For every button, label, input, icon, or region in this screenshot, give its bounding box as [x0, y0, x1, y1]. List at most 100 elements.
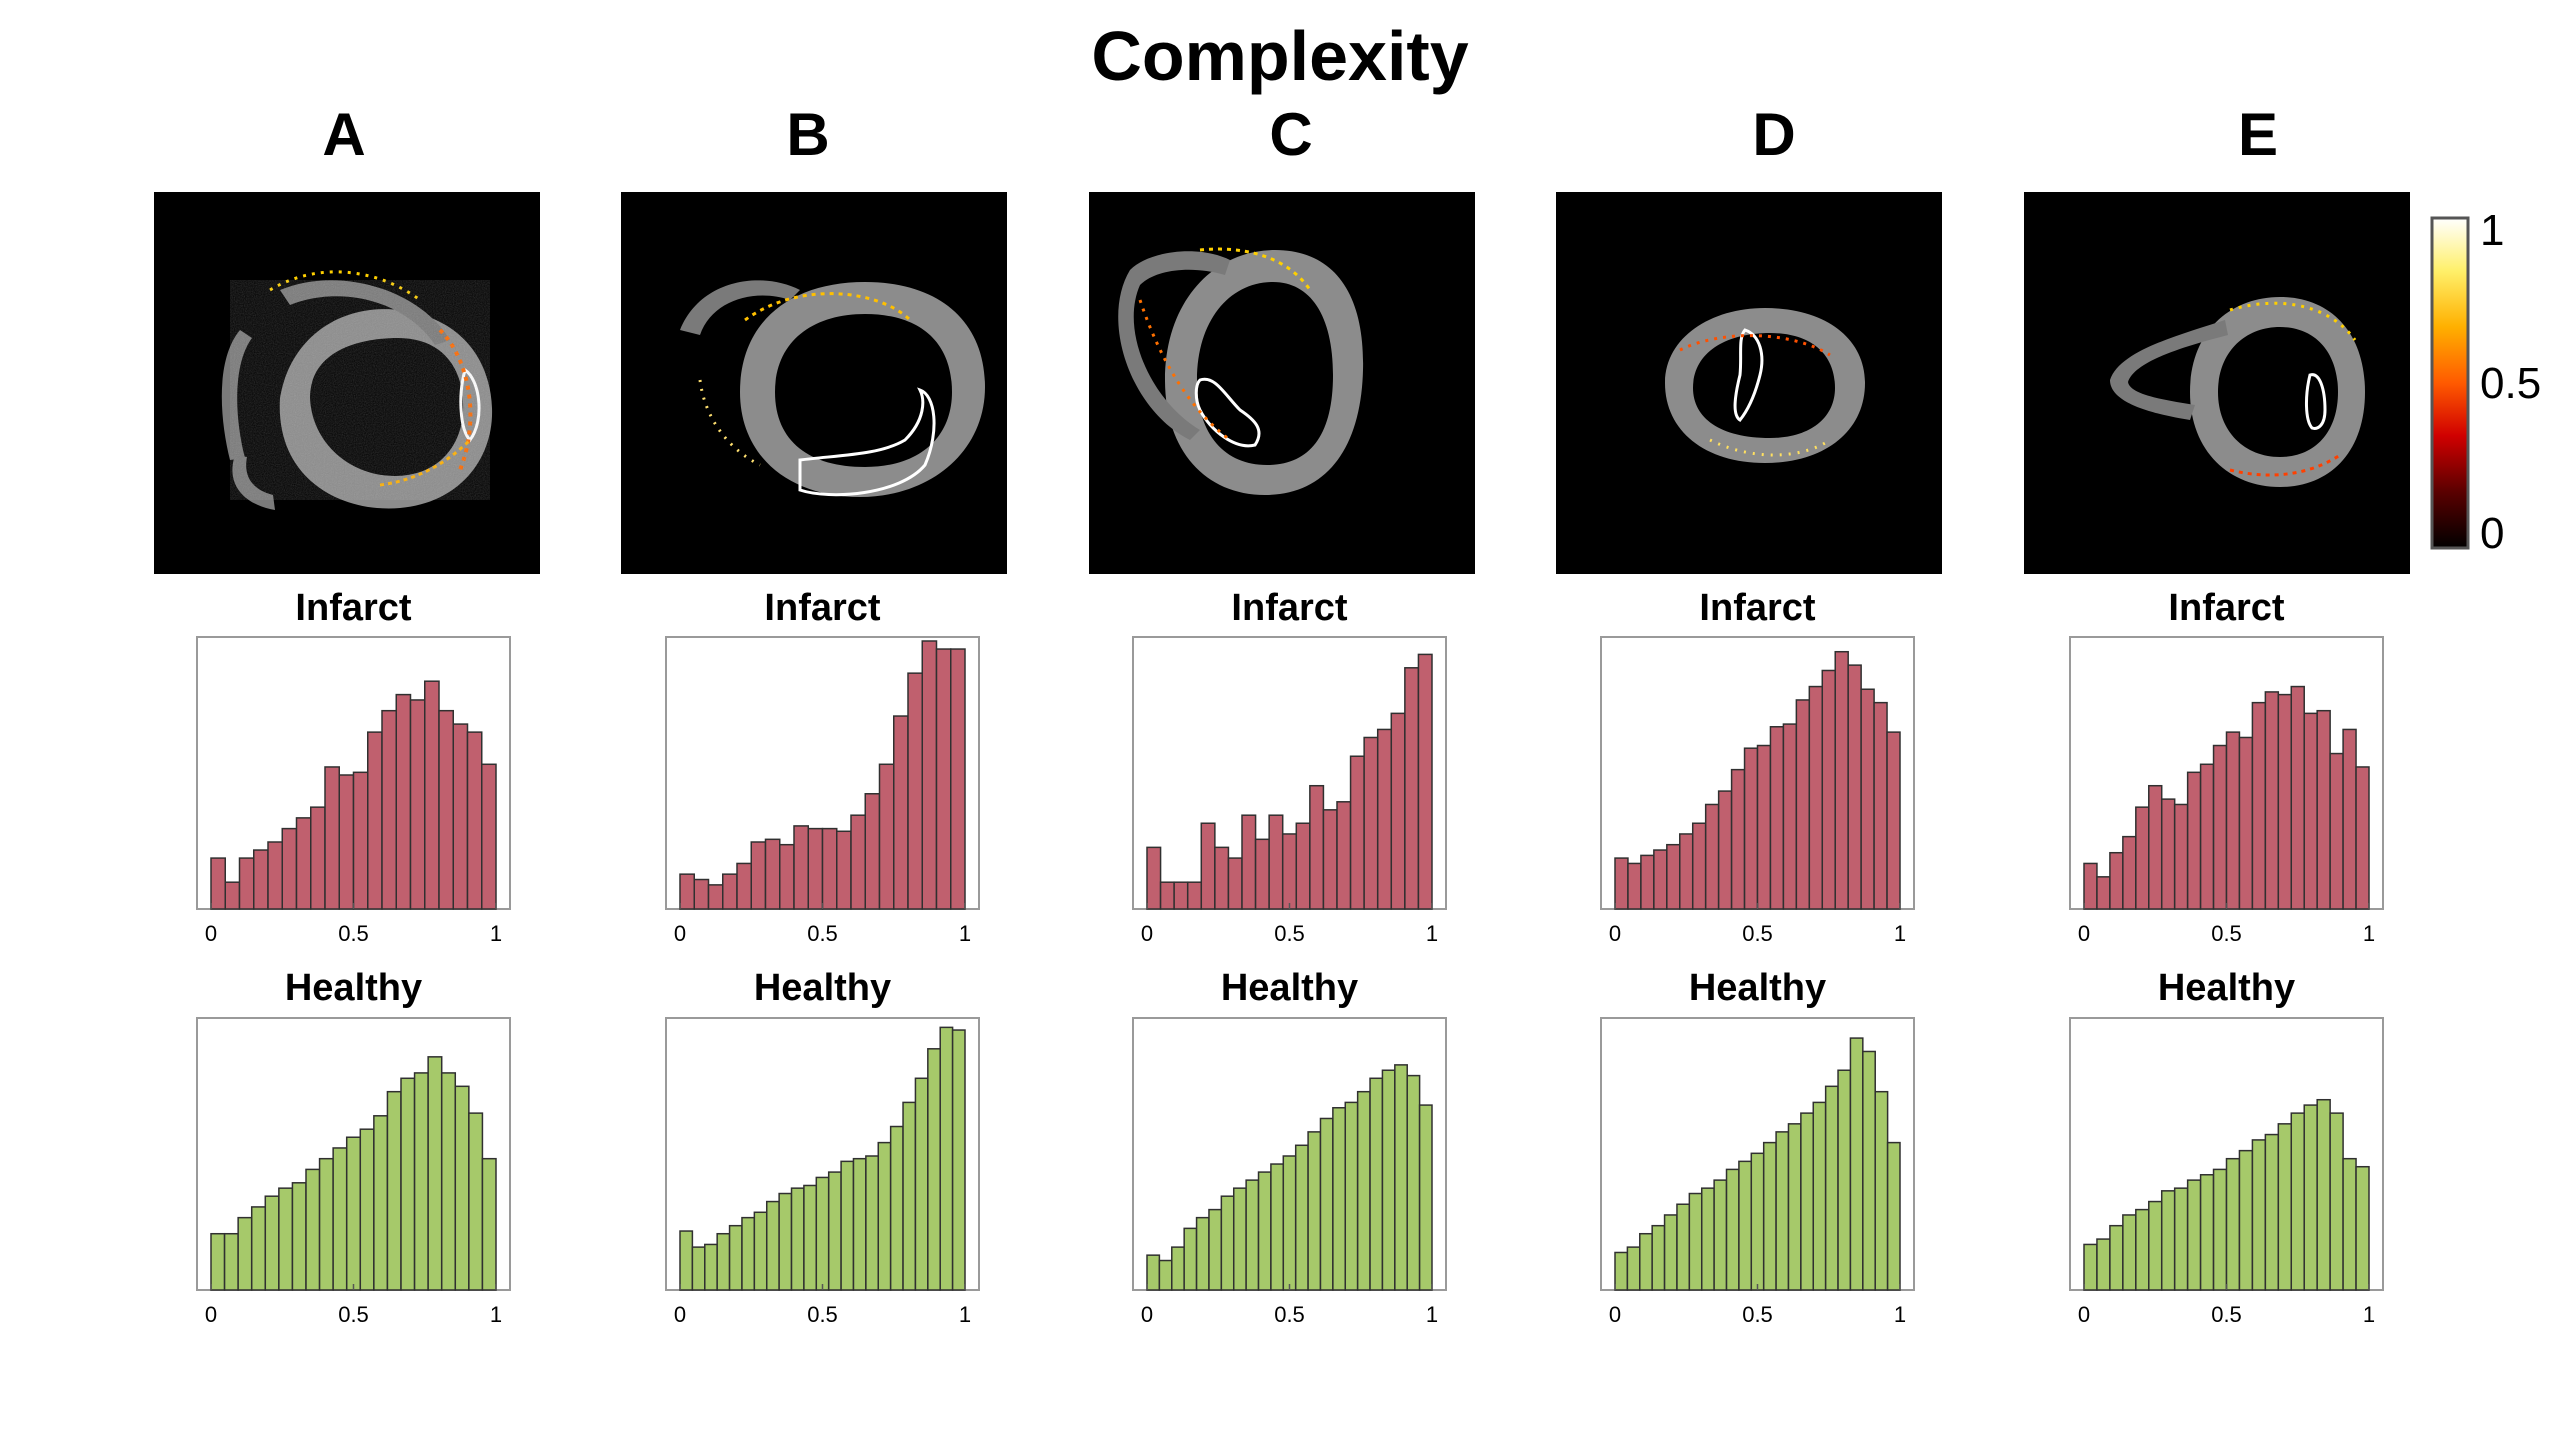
histogram-bar: [693, 878, 710, 910]
histogram-bar: [921, 640, 938, 910]
histogram-bar: [1834, 650, 1849, 910]
histogram-bar: [1800, 1112, 1815, 1291]
histogram-bar: [2355, 766, 2370, 910]
histogram-bar: [1614, 857, 1629, 910]
histogram-bar: [1614, 1251, 1629, 1291]
histogram-c-healthy: Healthy 0 0.5 1: [1132, 967, 1447, 1327]
histogram-bar: [878, 763, 895, 910]
histogram-bar: [367, 731, 383, 910]
histogram-title: Infarct: [2168, 587, 2284, 629]
histogram-bar: [352, 771, 369, 910]
histogram-bar: [1322, 809, 1338, 910]
histogram-bar: [224, 881, 241, 910]
histogram-bar: [1808, 685, 1824, 910]
histogram-bar: [2355, 1165, 2370, 1291]
histogram-bar: [2225, 1157, 2241, 1291]
histogram-bar: [210, 857, 226, 910]
histogram-bar: [1782, 723, 1798, 910]
histogram-bar: [836, 830, 852, 910]
histogram-bar: [2277, 1123, 2293, 1291]
histogram-bar: [1691, 822, 1707, 910]
histogram-bar: [1336, 801, 1352, 910]
histogram-bar: [267, 841, 283, 910]
histogram-bar: [223, 1232, 239, 1291]
histogram-bar: [1704, 803, 1720, 910]
histogram-title: Healthy: [1689, 967, 1826, 1009]
histogram-bar: [2238, 1149, 2254, 1291]
histogram-bar: [1294, 1144, 1309, 1291]
histogram-bar: [707, 884, 724, 910]
histogram-bar: [291, 1182, 307, 1291]
histogram-bar: [1232, 1187, 1247, 1291]
histogram-title: Infarct: [1699, 587, 1815, 629]
histogram-bar: [679, 1230, 694, 1291]
histogram-bar: [927, 1048, 941, 1291]
histogram-bar: [2109, 851, 2124, 910]
histogram-bar: [1381, 1069, 1396, 1291]
histogram-bar: [1376, 728, 1393, 910]
histogram-bar: [2238, 736, 2254, 910]
histogram-bar: [400, 1077, 416, 1291]
histogram-bar: [1171, 1246, 1185, 1291]
histogram-bar: [1282, 1155, 1297, 1291]
histogram-bar: [210, 1232, 226, 1291]
histogram-bar: [704, 1243, 718, 1291]
histogram-bar: [1159, 881, 1175, 910]
histogram-bar: [1254, 838, 1270, 910]
histogram-bar: [2173, 1187, 2189, 1291]
histogram-bar: [1640, 854, 1655, 910]
x-tick-label: 0: [205, 921, 217, 946]
histogram-bar: [413, 1072, 429, 1291]
x-tick-label: 0: [1609, 921, 1621, 946]
histogram-bar: [386, 1090, 402, 1291]
histogram-bar: [907, 672, 923, 910]
histogram-title: Healthy: [285, 967, 422, 1009]
histogram-bar: [935, 648, 952, 910]
histogram-bar: [1295, 822, 1311, 910]
histogram-bar: [1812, 1101, 1827, 1291]
histogram-bar: [764, 838, 781, 910]
histogram-bar: [338, 774, 355, 910]
histogram-bar: [238, 857, 255, 910]
histogram-bar: [1886, 731, 1901, 910]
figure-title: Complexity: [1091, 17, 1468, 95]
histogram-bar: [2329, 752, 2344, 910]
histogram-bar: [877, 1141, 892, 1291]
histogram-bar: [1679, 833, 1694, 910]
histogram-d-healthy: Healthy 0 0.5 1: [1600, 967, 1915, 1327]
histogram-bar: [821, 827, 838, 910]
histogram-b-infarct: Infarct 0 0.5 1: [665, 587, 980, 946]
colorbar-label-mid: 0.5: [2480, 359, 2541, 408]
histogram-bar: [1183, 1227, 1198, 1291]
histogram-title: Infarct: [1231, 587, 1347, 629]
x-tick-label: 0: [1609, 1302, 1621, 1327]
histogram-bar: [753, 1211, 768, 1291]
histogram-bar: [850, 814, 866, 910]
histogram-bar: [2186, 771, 2202, 910]
histogram-bar: [2251, 701, 2267, 910]
histogram-bar: [373, 1115, 389, 1291]
histogram-bar: [1281, 833, 1298, 910]
histogram-bar: [359, 1128, 375, 1291]
histogram-bar: [728, 1224, 743, 1291]
x-tick-label: 0: [1141, 921, 1153, 946]
histogram-b-healthy: Healthy 0 0.5 1: [665, 967, 980, 1327]
histogram-bar: [1730, 768, 1746, 910]
histogram-bar: [2225, 731, 2241, 910]
histogram-bar: [452, 723, 469, 910]
histogram-bar: [2199, 763, 2215, 910]
x-tick-label: 0: [674, 1302, 686, 1327]
histogram-d-infarct: Infarct 0 0.5 1: [1600, 587, 1915, 946]
histogram-bar: [1214, 846, 1230, 910]
histogram-bar: [1332, 1107, 1347, 1291]
histogram-bar: [381, 709, 397, 910]
histogram-bar: [324, 766, 340, 910]
histogram-e-infarct: Infarct 0 0.5 1: [2069, 587, 2384, 946]
histogram-bar: [1626, 1246, 1641, 1291]
mri-speckle: [230, 280, 490, 500]
histogram-bar: [1713, 1179, 1728, 1291]
panel-label-d: D: [1752, 101, 1795, 168]
histogram-bar: [481, 1157, 497, 1291]
histogram-bar: [1257, 1171, 1272, 1291]
histogram-bar: [2135, 806, 2150, 910]
